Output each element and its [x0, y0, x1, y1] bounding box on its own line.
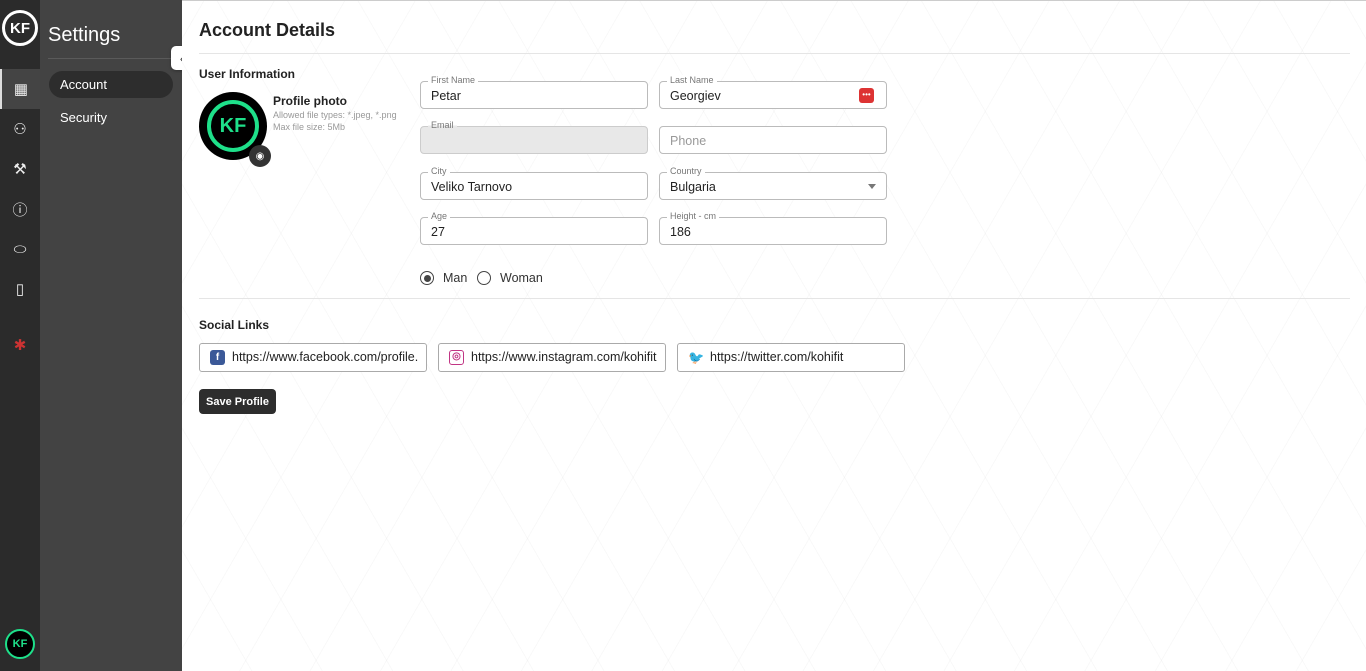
profile-photo[interactable]: KF — [199, 92, 267, 160]
section-social-links: Social Links — [199, 318, 270, 332]
phone-field[interactable]: Phone — [659, 126, 887, 154]
max-file-size: Max file size: 5Mb — [273, 122, 346, 132]
gender-radio-man[interactable]: Man — [420, 271, 467, 285]
last-name-field[interactable]: Last Name Georgiev ••• — [659, 75, 887, 109]
kf-logo[interactable]: KF — [2, 10, 38, 46]
city-field[interactable]: City Veliko Tarnovo — [420, 166, 648, 200]
users-icon[interactable]: ⚇ — [13, 121, 27, 138]
facebook-link-input[interactable]: f https://www.facebook.com/profile. — [199, 343, 427, 372]
page-title: Account Details — [199, 20, 336, 40]
settings-sidebar: Settings Account Security — [40, 0, 182, 671]
sidebar-title: Settings — [48, 24, 121, 46]
password-manager-icon[interactable]: ••• — [859, 88, 874, 103]
icon-rail: KF ▦ ⚇ ⚒ ⓘ ⬭ ▯ ✱ KF — [0, 0, 40, 671]
dashboard-icon[interactable]: ▦ — [0, 69, 40, 109]
user-avatar[interactable]: KF — [5, 629, 35, 659]
twitter-link-input[interactable]: 🐦 https://twitter.com/kohifit — [677, 343, 905, 372]
profile-photo-title: Profile photo — [273, 94, 347, 108]
email-field: Email — [420, 120, 648, 154]
allowed-file-types: Allowed file types: *.jpeg, *.png — [273, 110, 397, 120]
uk-flag-icon[interactable]: ✱ — [13, 337, 27, 354]
instagram-icon: ◎ — [449, 350, 464, 365]
divider — [199, 298, 1350, 299]
first-name-field[interactable]: First Name Petar — [420, 75, 648, 109]
tag-icon[interactable]: ⬭ — [13, 240, 27, 258]
section-user-information: User Information — [199, 67, 296, 81]
country-select[interactable]: Country Bulgaria — [659, 166, 887, 200]
help-icon[interactable]: ⓘ — [12, 201, 28, 219]
age-field[interactable]: Age 27 — [420, 211, 648, 245]
document-icon[interactable]: ▯ — [15, 281, 25, 298]
facebook-icon: f — [210, 350, 225, 365]
sidebar-item-account[interactable]: Account — [49, 71, 173, 98]
main-content: Account Details User Information KF ◉ Pr… — [182, 0, 1366, 671]
divider — [199, 53, 1350, 54]
camera-icon[interactable]: ◉ — [249, 145, 271, 167]
sidebar-item-security[interactable]: Security — [60, 110, 107, 125]
gender-radio-woman[interactable]: Woman — [477, 271, 543, 285]
twitter-icon: 🐦 — [688, 350, 705, 365]
caret-down-icon — [868, 184, 876, 193]
divider — [48, 58, 174, 59]
instagram-link-input[interactable]: ◎ https://www.instagram.com/kohifit — [438, 343, 666, 372]
save-profile-button[interactable]: Save Profile — [199, 389, 276, 414]
dumbbell-icon[interactable]: ⚒ — [13, 161, 27, 178]
height-field[interactable]: Height - cm 186 — [659, 211, 887, 245]
